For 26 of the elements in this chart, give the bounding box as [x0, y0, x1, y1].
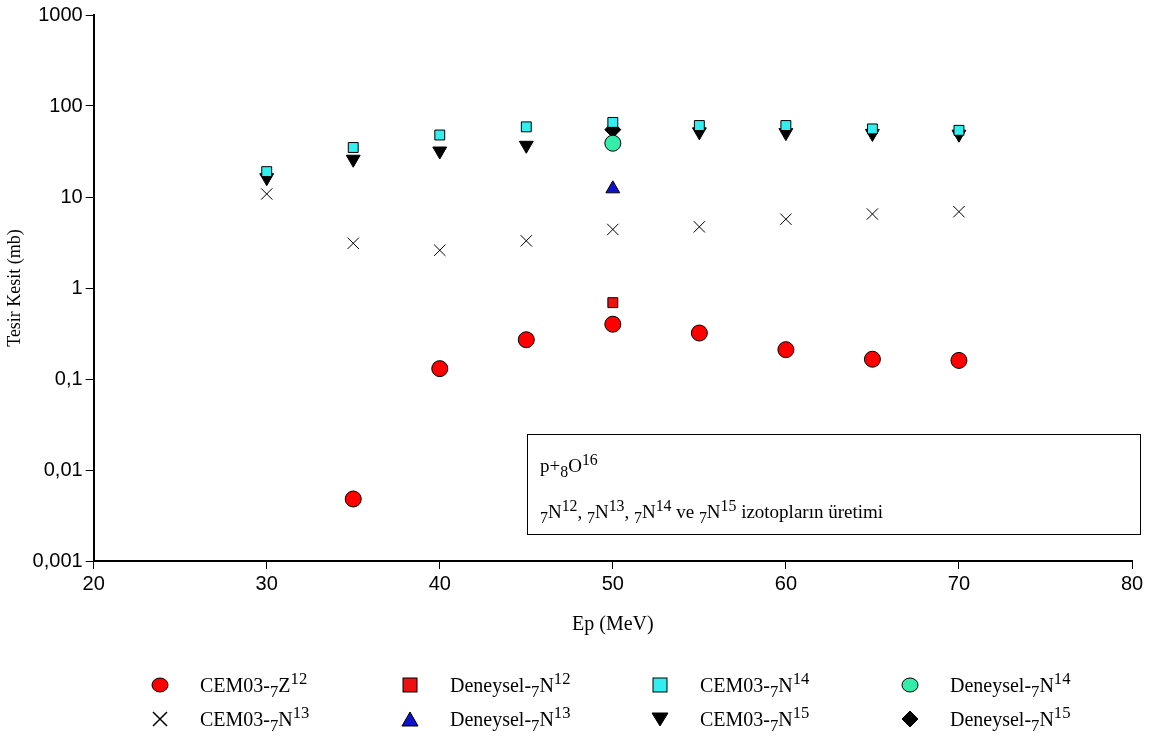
- legend-label: CEM03-$_{7}$N$^{14}$: [700, 668, 810, 702]
- x-tick-label: 80: [1120, 571, 1144, 594]
- x-tick-label: 60: [774, 571, 798, 594]
- legend-label: CEM03-$_{7}$N$^{15}$: [700, 702, 810, 736]
- annotation: p+$_{8}$O$^{16}$: [540, 450, 599, 483]
- y-tick-label: 1: [71, 275, 83, 298]
- legend-label: Deneysel-$_{7}$N$^{12}$: [450, 668, 571, 702]
- y-tick-label: 10: [60, 184, 83, 207]
- y-tick-label: 0,1: [54, 366, 83, 389]
- x-tick-label: 50: [601, 571, 624, 594]
- legend-label: Deneysel-$_{7}$N$^{15}$: [950, 702, 1071, 736]
- x-tick-label: 20: [82, 571, 105, 594]
- x-tick-label: 70: [947, 571, 971, 594]
- y-tick-label: 0,01: [43, 457, 83, 480]
- x-tick-label: 40: [428, 571, 451, 594]
- legend-label: CEM03-$_{7}$N$^{13}$: [200, 702, 310, 736]
- y-tick-label: 1000: [38, 2, 83, 25]
- y-tick-label: 100: [49, 93, 83, 116]
- x-tick-label: 30: [255, 571, 278, 594]
- legend-label: CEM03-$_{7}$Z$^{12}$: [200, 668, 308, 702]
- text: $_{7}$N$^{12}$, $_{7}$N$^{13}$, $_{7}$N$^{14}$ ve $_{7}$N$^{15}$ izotopların üretimi: [540, 497, 884, 527]
- legend-label: Deneysel-$_{7}$N$^{13}$: [450, 702, 571, 736]
- y-tick-label: 0,001: [32, 548, 83, 571]
- x-axis-title: Ep (MeV): [572, 612, 654, 636]
- y-axis-title: Tesir Kesit (mb): [3, 229, 25, 347]
- legend-label: Deneysel-$_{7}$N$^{14}$: [950, 668, 1071, 702]
